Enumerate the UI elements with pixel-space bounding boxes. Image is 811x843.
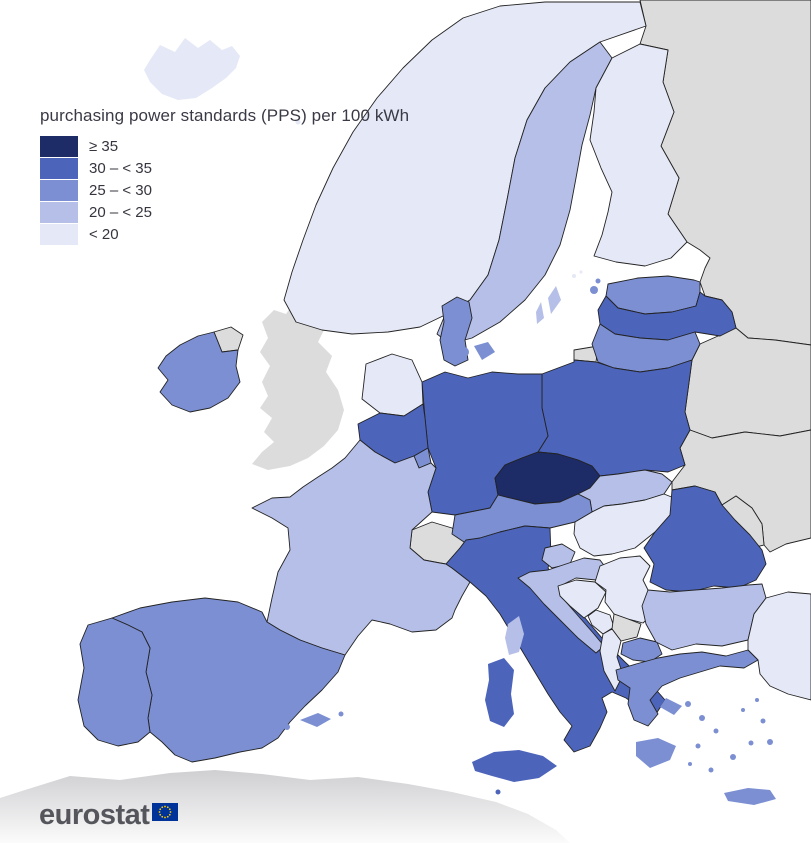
country-greece bbox=[615, 649, 759, 727]
funen-island bbox=[459, 347, 469, 357]
balearic-islands bbox=[338, 711, 344, 717]
legend-item: 25 – < 30 bbox=[40, 179, 409, 201]
legend-swatch bbox=[40, 179, 78, 201]
aland-islands bbox=[579, 270, 583, 274]
legend-swatch bbox=[40, 201, 78, 223]
country-belarus bbox=[684, 327, 811, 439]
gotland-island bbox=[548, 286, 561, 314]
oland-island bbox=[536, 302, 544, 324]
country-malta bbox=[495, 789, 501, 795]
legend-swatch bbox=[40, 135, 78, 157]
sardinia-island bbox=[485, 658, 514, 727]
balearic-islands bbox=[284, 724, 290, 730]
sicily-island bbox=[472, 750, 557, 782]
legend-label: 20 – < 25 bbox=[89, 203, 152, 221]
faroe-islands bbox=[295, 119, 301, 125]
country-north-macedonia bbox=[620, 637, 663, 663]
country-bosnia-herzegovina bbox=[557, 579, 607, 619]
country-iceland bbox=[144, 38, 240, 100]
eurostat-logo-text: eurostat bbox=[39, 799, 150, 831]
legend-item: 20 – < 25 bbox=[40, 201, 409, 223]
country-united-kingdom bbox=[252, 288, 344, 470]
crete-island bbox=[724, 788, 776, 805]
country-portugal bbox=[77, 617, 153, 747]
balearic-islands bbox=[300, 713, 331, 727]
saaremaa-island bbox=[590, 286, 598, 294]
legend-rows: ≥ 35 30 – < 35 25 – < 30 20 – < 25 < 20 bbox=[40, 135, 409, 245]
legend-swatch bbox=[40, 223, 78, 245]
legend-item: ≥ 35 bbox=[40, 135, 409, 157]
aegean-islands bbox=[685, 698, 773, 773]
legend-label: 25 – < 30 bbox=[89, 181, 152, 199]
euboea-island bbox=[660, 698, 682, 715]
legend-label: < 20 bbox=[89, 225, 119, 243]
legend-item: < 20 bbox=[40, 223, 409, 245]
legend-swatch bbox=[40, 157, 78, 179]
legend: purchasing power standards (PPS) per 100… bbox=[40, 106, 409, 245]
zealand-island bbox=[474, 342, 495, 360]
map-title: purchasing power standards (PPS) per 100… bbox=[40, 106, 410, 125]
country-netherlands bbox=[361, 353, 424, 417]
country-finland bbox=[589, 43, 688, 267]
corsica-island bbox=[505, 616, 524, 655]
legend-item: 30 – < 35 bbox=[40, 157, 409, 179]
country-ireland bbox=[157, 331, 241, 413]
country-croatia bbox=[517, 557, 607, 654]
hiiumaa-island bbox=[595, 278, 601, 284]
north-africa-landmass bbox=[0, 770, 570, 843]
eu-flag-icon bbox=[152, 803, 179, 821]
legend-label: ≥ 35 bbox=[89, 137, 119, 155]
country-bulgaria bbox=[641, 583, 767, 651]
aland-islands bbox=[572, 274, 576, 278]
eurostat-logo: eurostat bbox=[39, 799, 179, 831]
country-turkey bbox=[747, 591, 811, 701]
legend-label: 30 – < 35 bbox=[89, 159, 152, 177]
country-norway bbox=[283, 1, 647, 335]
peloponnese bbox=[636, 738, 676, 768]
